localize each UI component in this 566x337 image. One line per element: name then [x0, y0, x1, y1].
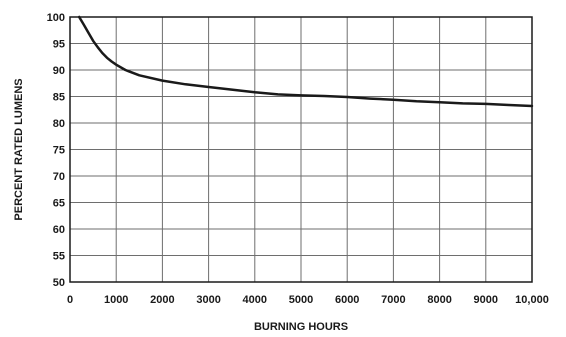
y-tick-label: 80 [53, 118, 65, 130]
grid-lines [70, 17, 532, 282]
y-tick-label: 90 [53, 65, 65, 77]
y-tick-label: 60 [53, 224, 65, 236]
y-tick-label: 65 [53, 198, 65, 210]
x-tick-label: 9000 [474, 294, 498, 306]
x-tick-label: 0 [67, 294, 73, 306]
y-tick-label: 100 [47, 12, 65, 24]
x-tick-label: 7000 [381, 294, 405, 306]
lumen-curve-line [77, 15, 534, 108]
x-tick-label: 6000 [335, 294, 359, 306]
x-axis-title: BURNING HOURS [254, 321, 348, 333]
y-axis-tick-labels: 50 55 60 65 70 75 80 85 90 95 100 [47, 12, 65, 289]
y-tick-label: 50 [53, 277, 65, 289]
x-tick-label: 8000 [427, 294, 451, 306]
y-tick-label: 95 [53, 39, 65, 51]
y-tick-label: 75 [53, 145, 65, 157]
x-axis-tick-labels: 0 1000 2000 3000 4000 5000 6000 7000 8000 9000 10,… [67, 294, 549, 306]
x-tick-label: 1000 [104, 294, 128, 306]
x-tick-label: 10,000 [515, 294, 549, 306]
y-tick-label: 55 [53, 251, 65, 263]
y-tick-label: 70 [53, 171, 65, 183]
x-tick-label: 3000 [196, 294, 220, 306]
plot-frame [69, 16, 533, 283]
y-tick-label: 85 [53, 92, 65, 104]
x-tick-label: 5000 [289, 294, 313, 306]
x-tick-label: 2000 [150, 294, 174, 306]
x-tick-label: 4000 [243, 294, 267, 306]
y-axis-title: PERCENT RATED LUMENS [13, 78, 25, 220]
